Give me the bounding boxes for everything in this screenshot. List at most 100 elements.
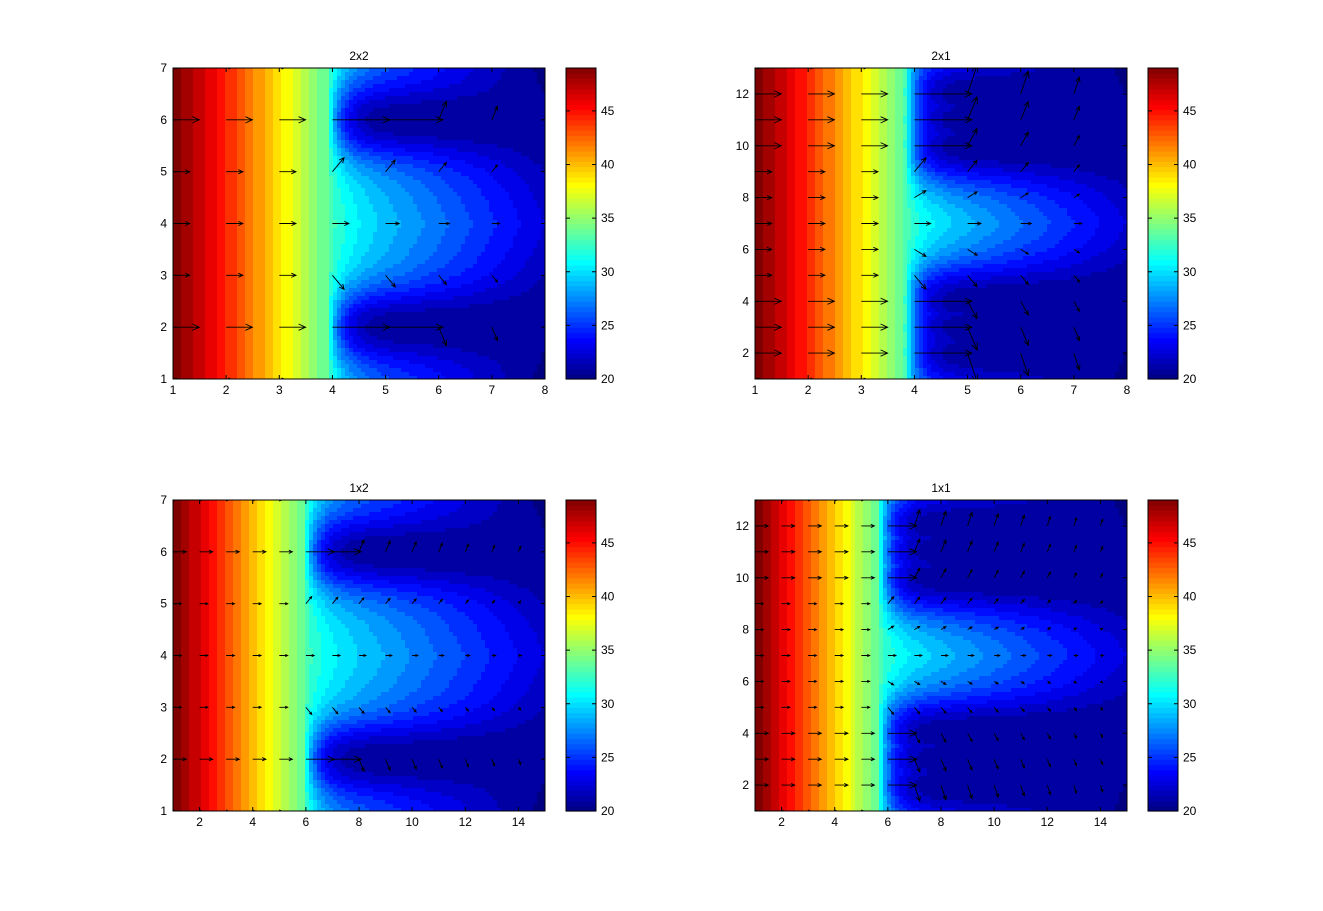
field-cell xyxy=(361,156,366,161)
field-cell xyxy=(357,164,362,169)
field-cell xyxy=(373,208,378,213)
field-cell xyxy=(425,240,430,245)
field-cell xyxy=(229,68,234,73)
field-cell xyxy=(281,268,286,273)
field-cell xyxy=(193,108,198,113)
field-cell xyxy=(185,228,190,233)
field-cell xyxy=(353,348,358,353)
field-cell xyxy=(241,204,246,209)
field-cell xyxy=(381,272,386,277)
field-cell xyxy=(289,228,294,233)
field-cell xyxy=(261,320,266,325)
field-cell xyxy=(189,284,194,289)
field-cell xyxy=(185,360,190,365)
field-cell xyxy=(265,140,270,145)
field-cell xyxy=(373,108,378,113)
field-cell xyxy=(357,104,362,109)
field-cell xyxy=(225,164,230,169)
field-cell xyxy=(329,184,334,189)
field-cell xyxy=(237,276,242,281)
field-cell xyxy=(285,316,290,321)
field-cell xyxy=(413,104,418,109)
field-cell xyxy=(213,136,218,141)
field-cell xyxy=(313,200,318,205)
field-cell xyxy=(281,340,286,345)
field-cell xyxy=(353,340,358,345)
field-cell xyxy=(349,96,354,101)
field-cell xyxy=(329,260,334,265)
field-cell xyxy=(357,228,362,233)
field-cell xyxy=(397,224,402,229)
field-cell xyxy=(221,256,226,261)
field-cell xyxy=(289,172,294,177)
field-cell xyxy=(289,320,294,325)
field-cell xyxy=(201,212,206,217)
field-cell xyxy=(257,260,262,265)
field-cell xyxy=(349,264,354,269)
field-cell xyxy=(229,76,234,81)
field-cell xyxy=(381,180,386,185)
field-cell xyxy=(201,104,206,109)
field-cell xyxy=(417,172,422,177)
field-cell xyxy=(417,244,422,249)
field-cell xyxy=(405,184,410,189)
field-cell xyxy=(385,176,390,181)
field-cell xyxy=(201,288,206,293)
field-cell xyxy=(277,132,282,137)
field-cell xyxy=(413,268,418,273)
field-cell xyxy=(409,328,414,333)
field-cell xyxy=(385,140,390,145)
field-cell xyxy=(229,136,234,141)
field-cell xyxy=(389,264,394,269)
field-cell xyxy=(321,264,326,269)
field-cell xyxy=(285,264,290,269)
field-cell xyxy=(417,316,422,321)
field-cell xyxy=(241,192,246,197)
field-cell xyxy=(365,216,370,221)
field-cell xyxy=(241,292,246,297)
field-cell xyxy=(197,324,202,329)
field-cell xyxy=(301,140,306,145)
field-cell xyxy=(241,352,246,357)
field-cell xyxy=(349,120,354,125)
field-cell xyxy=(189,236,194,241)
field-cell xyxy=(421,284,426,289)
field-cell xyxy=(349,216,354,221)
field-cell xyxy=(421,96,426,101)
field-cell xyxy=(245,336,250,341)
field-cell xyxy=(333,92,338,97)
field-cell xyxy=(301,308,306,313)
field-cell xyxy=(301,356,306,361)
field-cell xyxy=(229,268,234,273)
field-cell xyxy=(181,232,186,237)
field-cell xyxy=(353,164,358,169)
field-cell xyxy=(357,140,362,145)
field-cell xyxy=(285,92,290,97)
field-cell xyxy=(333,344,338,349)
field-cell xyxy=(357,204,362,209)
field-cell xyxy=(421,332,426,337)
field-cell xyxy=(301,120,306,125)
field-cell xyxy=(397,116,402,121)
field-cell xyxy=(305,196,310,201)
field-cell xyxy=(329,376,334,379)
field-cell xyxy=(393,372,398,377)
field-cell xyxy=(305,184,310,189)
field-cell xyxy=(393,348,398,353)
field-cell xyxy=(305,220,310,225)
field-cell xyxy=(397,76,402,81)
field-cell xyxy=(313,68,318,73)
field-cell xyxy=(205,316,210,321)
field-cell xyxy=(273,332,278,337)
field-cell xyxy=(269,304,274,309)
field-cell xyxy=(177,236,182,241)
field-cell xyxy=(321,220,326,225)
field-cell xyxy=(421,360,426,365)
field-cell xyxy=(393,236,398,241)
field-cell xyxy=(377,324,382,329)
field-cell xyxy=(321,224,326,229)
field-cell xyxy=(253,376,258,379)
field-cell xyxy=(365,140,370,145)
field-cell xyxy=(353,264,358,269)
field-cell xyxy=(341,356,346,361)
